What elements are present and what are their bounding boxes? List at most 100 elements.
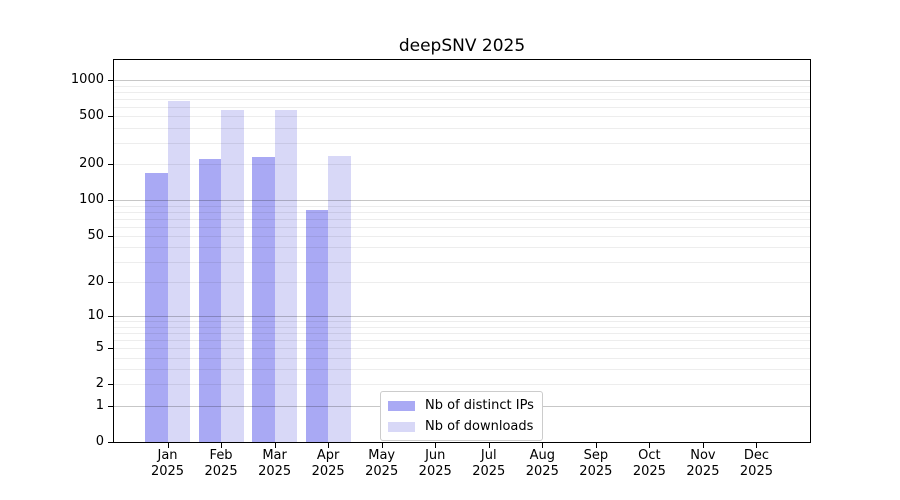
legend-label-distinct-ips: Nb of distinct IPs <box>425 398 534 413</box>
x-tick-label-jun: Jun 2025 <box>403 448 467 480</box>
gridline-minor-600 <box>114 106 810 108</box>
bar-nb-of-distinct-ips-jan-2025 <box>145 173 168 442</box>
gridline-major-10 <box>114 316 810 318</box>
gridline-minor-400 <box>114 127 810 129</box>
x-tick-year-aug: 2025 <box>525 464 559 479</box>
legend-item-distinct-ips: Nb of distinct IPs <box>388 397 535 415</box>
x-tick-mar <box>274 443 276 448</box>
x-tick-month-aug: Aug <box>529 448 555 463</box>
x-tick-year-nov: 2025 <box>686 464 720 479</box>
y-tick-1000 <box>108 80 113 81</box>
y-tick-500 <box>108 116 113 118</box>
y-tick-label-1: 1 <box>95 397 104 413</box>
y-tick-0 <box>108 442 113 443</box>
x-tick-year-jun: 2025 <box>418 464 452 479</box>
x-tick-year-jan: 2025 <box>150 464 185 479</box>
x-tick-year-apr: 2025 <box>311 464 345 479</box>
x-tick-feb <box>221 443 223 448</box>
bar-nb-of-downloads-jan-2025 <box>167 100 191 442</box>
gridline-minor-2 <box>114 384 810 386</box>
x-tick-oct <box>649 443 651 448</box>
y-tick-label-20: 20 <box>87 274 104 290</box>
x-tick-label-aug: Aug 2025 <box>510 448 574 480</box>
bar-nb-of-downloads-apr-2025 <box>328 156 351 442</box>
y-tick-50 <box>108 235 113 237</box>
x-tick-year-sep: 2025 <box>579 464 613 479</box>
y-tick-label-200: 200 <box>79 156 104 172</box>
legend-label-downloads: Nb of downloads <box>425 419 534 434</box>
gridline-minor-700 <box>114 98 810 100</box>
x-tick-jun <box>435 443 437 448</box>
x-tick-label-feb: Feb 2025 <box>189 448 253 480</box>
gridline-minor-6 <box>114 340 810 342</box>
bar-nb-of-downloads-mar-2025 <box>274 109 298 442</box>
y-tick-label-5: 5 <box>95 340 104 356</box>
bar-nb-of-downloads-feb-2025 <box>221 109 244 442</box>
x-tick-year-mar: 2025 <box>258 464 292 479</box>
x-tick-year-may: 2025 <box>365 464 399 479</box>
x-tick-month-dec: Dec <box>743 448 770 463</box>
y-tick-2 <box>108 384 113 386</box>
gridline-minor-9 <box>114 321 810 323</box>
x-tick-label-dec: Dec 2025 <box>724 448 788 480</box>
gridline-minor-4 <box>114 357 810 359</box>
gridline-minor-500 <box>114 116 810 118</box>
y-tick-10 <box>108 316 113 318</box>
x-tick-label-mar: Mar 2025 <box>243 448 307 480</box>
y-tick-100 <box>108 200 113 202</box>
gridline-minor-3 <box>114 369 810 371</box>
gridline-minor-30 <box>114 262 810 264</box>
x-tick-month-jun: Jun <box>425 448 446 463</box>
x-tick-dec <box>756 443 758 448</box>
gridline-minor-90 <box>114 205 810 207</box>
x-tick-year-dec: 2025 <box>739 464 773 479</box>
gridline-minor-50 <box>114 235 810 237</box>
gridline-minor-40 <box>114 247 810 249</box>
x-tick-month-mar: Mar <box>262 448 287 463</box>
gridline-minor-5 <box>114 348 810 350</box>
x-tick-label-jan: Jan 2025 <box>136 448 200 480</box>
gridline-minor-200 <box>114 164 810 166</box>
x-tick-month-feb: Feb <box>209 448 233 463</box>
x-tick-aug <box>542 443 544 448</box>
y-tick-label-1000: 1000 <box>70 72 104 87</box>
y-tick-label-50: 50 <box>87 227 104 243</box>
legend-swatch-downloads <box>388 421 415 432</box>
x-tick-sep <box>595 443 597 448</box>
y-tick-label-2: 2 <box>95 376 104 392</box>
legend: Nb of distinct IPs Nb of downloads <box>380 391 543 441</box>
x-tick-month-apr: Apr <box>316 448 340 463</box>
x-tick-may <box>381 443 383 448</box>
gridline-minor-8 <box>114 326 810 328</box>
x-tick-label-apr: Apr 2025 <box>296 448 360 480</box>
y-tick-1 <box>108 405 113 407</box>
gridline-minor-300 <box>114 142 810 144</box>
x-tick-year-jul: 2025 <box>472 464 506 479</box>
x-tick-month-oct: Oct <box>638 448 661 463</box>
gridline-minor-20 <box>114 282 810 284</box>
legend-item-downloads: Nb of downloads <box>388 418 535 436</box>
x-tick-nov <box>702 443 704 448</box>
x-tick-month-may: May <box>368 448 396 463</box>
x-tick-apr <box>328 443 330 448</box>
y-tick-label-500: 500 <box>79 108 104 124</box>
y-tick-label-0: 0 <box>95 434 104 449</box>
gridline-minor-80 <box>114 211 810 213</box>
y-tick-label-10: 10 <box>87 308 104 324</box>
x-tick-label-nov: Nov 2025 <box>671 448 735 480</box>
y-tick-200 <box>108 164 113 166</box>
y-tick-20 <box>108 282 113 284</box>
x-tick-label-jul: Jul 2025 <box>457 448 521 480</box>
x-tick-month-jul: Jul <box>480 448 497 463</box>
bar-nb-of-distinct-ips-mar-2025 <box>252 156 275 442</box>
x-tick-jul <box>488 443 490 448</box>
gridline-major-1000 <box>114 80 810 81</box>
x-tick-label-may: May 2025 <box>350 448 414 480</box>
x-tick-month-nov: Nov <box>690 448 716 463</box>
gridline-minor-60 <box>114 226 810 228</box>
y-tick-label-100: 100 <box>79 192 104 208</box>
gridline-minor-900 <box>114 85 810 87</box>
plot-area <box>113 59 811 443</box>
x-tick-jan <box>167 443 169 448</box>
